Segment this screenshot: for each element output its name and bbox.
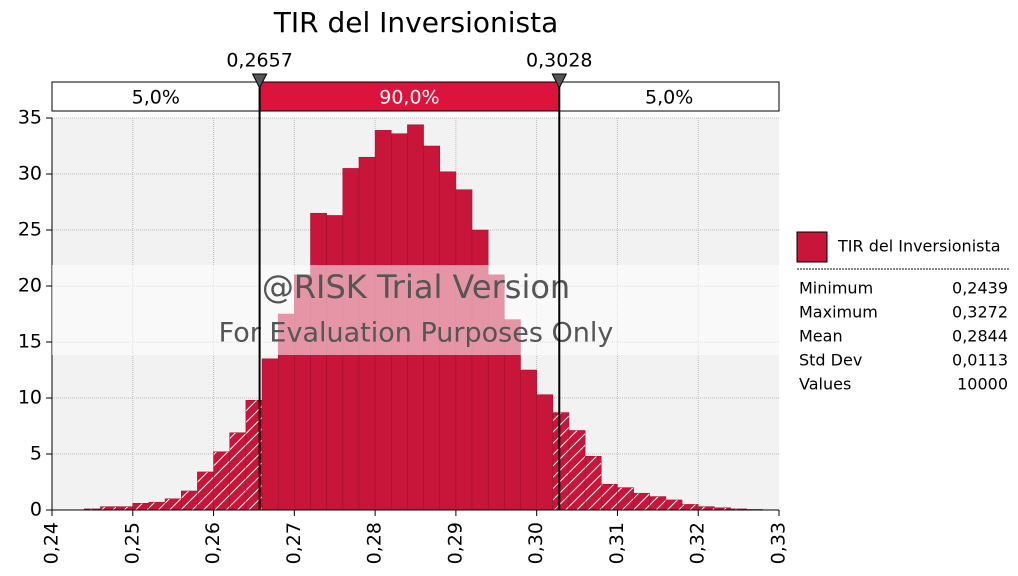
x-tick-label: 0,31 [606, 522, 628, 564]
bar [148, 501, 166, 511]
stat-value: 0,2439 [952, 279, 1008, 298]
bar [132, 503, 150, 511]
bar [617, 487, 634, 511]
bar [601, 483, 618, 511]
x-tick-label: 0,28 [364, 522, 386, 564]
bar [584, 455, 602, 511]
bar [552, 412, 570, 511]
stat-label: Minimum [799, 279, 873, 298]
x-tick-label: 0,32 [687, 522, 709, 564]
legend-swatch [796, 231, 828, 263]
bar [100, 506, 117, 511]
delimiter-marker [251, 73, 268, 90]
stat-label: Mean [799, 327, 843, 346]
watermark-band [52, 265, 779, 355]
bar [665, 499, 683, 511]
stat-value: 10000 [957, 375, 1008, 394]
bar [536, 394, 554, 511]
stat-value: 0,2844 [952, 327, 1008, 346]
delimiter-label: 0,3028 [526, 50, 592, 72]
y-tick-label: 25 [18, 219, 42, 241]
y-tick-label: 30 [18, 163, 42, 185]
bar [681, 504, 699, 511]
x-tick-label: 0,25 [121, 522, 143, 564]
stat-label: Values [799, 375, 851, 394]
legend-label: TIR del Inversionista [837, 237, 1001, 256]
stat-label: Std Dev [799, 351, 862, 370]
bar [164, 498, 182, 511]
bar [326, 215, 344, 511]
bar [180, 490, 198, 511]
bar [310, 212, 327, 511]
region-label: 90,0% [379, 87, 439, 109]
bar [520, 369, 537, 511]
x-tick-label: 0,29 [444, 522, 466, 564]
bar [229, 432, 247, 511]
bar [633, 492, 651, 511]
delimiter-marker [551, 73, 568, 90]
bar [649, 496, 667, 511]
bar [261, 358, 279, 511]
delimiter-label: 0,2657 [226, 50, 292, 72]
x-tick-label: 0,24 [41, 522, 63, 564]
y-tick-label: 15 [18, 331, 42, 353]
bar [697, 506, 715, 511]
bar [213, 451, 230, 511]
region-label: 5,0% [132, 87, 180, 109]
watermark-text: @RISK Trial Version [262, 268, 570, 306]
stat-value: 0,0113 [952, 351, 1008, 370]
bar [116, 506, 134, 511]
region-label: 5,0% [645, 87, 693, 109]
stat-label: Maximum [799, 303, 878, 322]
x-tick-label: 0,27 [283, 522, 305, 564]
y-tick-label: 0 [30, 499, 42, 521]
y-tick-label: 35 [18, 107, 42, 129]
watermark-text: For Evaluation Purposes Only [219, 318, 614, 349]
x-tick-label: 0,33 [768, 522, 790, 564]
x-tick-label: 0,30 [525, 522, 547, 564]
y-tick-label: 10 [18, 387, 42, 409]
y-tick-label: 20 [18, 275, 42, 297]
y-tick-label: 5 [30, 443, 42, 465]
x-tick-label: 0,26 [202, 522, 224, 564]
stat-value: 0,3272 [952, 303, 1008, 322]
bar [197, 471, 214, 511]
chart-title: TIR del Inversionista [273, 6, 558, 39]
bar [568, 430, 586, 511]
